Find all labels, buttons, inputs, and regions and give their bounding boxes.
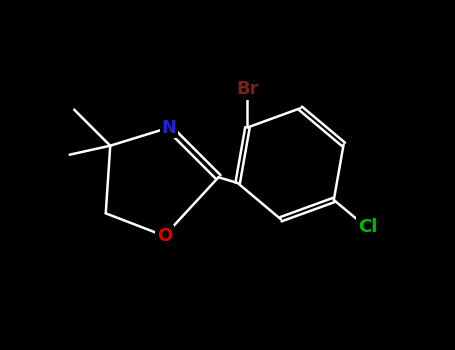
Text: Cl: Cl <box>358 218 377 236</box>
Text: N: N <box>162 119 177 136</box>
Text: O: O <box>157 227 172 245</box>
Text: Br: Br <box>236 80 259 98</box>
